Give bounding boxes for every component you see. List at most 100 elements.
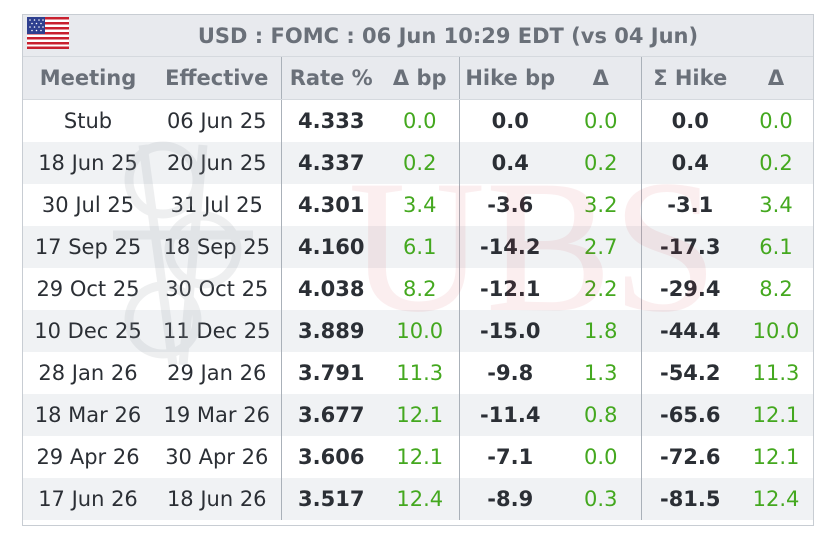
table-row[interactable]: 18 Jun 25 20 Jun 25 4.337 0.2 0.4 0.2 0.… [23,142,813,184]
window-title: USD : FOMC : 06 Jun 10:29 EDT (vs 04 Jun… [197,24,699,48]
table-row[interactable]: 28 Jan 26 29 Jan 26 3.791 11.3 -9.8 1.3 … [23,352,813,394]
cell-rate: 4.337 [280,142,381,184]
cell-effective: 19 Mar 26 [153,394,281,436]
cell-delta-bp: 6.1 [381,226,459,268]
cell-hike-delta: 0.0 [561,436,641,478]
cell-meeting: 10 Dec 25 [23,310,153,352]
cell-hike-delta: 1.3 [561,352,641,394]
cell-rate: 4.160 [280,226,381,268]
cell-effective: 06 Jun 25 [153,99,281,142]
cell-delta-bp: 12.1 [381,394,459,436]
cell-sum-hike: -3.1 [640,184,739,226]
cell-hike-delta: 0.8 [561,394,641,436]
cell-delta-bp: 12.1 [381,436,459,478]
cell-hike-bp: 0.0 [458,99,561,142]
cell-rate: 3.889 [280,310,381,352]
cell-sum-delta: 8.2 [739,268,813,310]
cell-sum-delta: 12.4 [739,478,813,520]
cell-hike-delta: 0.0 [561,99,641,142]
cell-delta-bp: 8.2 [381,268,459,310]
table-row[interactable]: Stub 06 Jun 25 4.333 0.0 0.0 0.0 0.0 0.0 [23,99,813,142]
cell-hike-bp: -12.1 [458,268,561,310]
cell-sum-hike: -81.5 [640,478,739,520]
cell-hike-delta: 1.8 [561,310,641,352]
cell-rate: 3.791 [280,352,381,394]
cell-hike-delta: 2.7 [561,226,641,268]
cell-delta-bp: 12.4 [381,478,459,520]
cell-meeting: 18 Mar 26 [23,394,153,436]
cell-sum-hike: -65.6 [640,394,739,436]
cell-sum-hike: -54.2 [640,352,739,394]
table-header-row: Meeting Effective Rate % Δ bp Hike bp Δ … [23,57,813,100]
table-row[interactable]: 18 Mar 26 19 Mar 26 3.677 12.1 -11.4 0.8… [23,394,813,436]
cell-sum-delta: 3.4 [739,184,813,226]
cell-delta-bp: 0.2 [381,142,459,184]
cell-meeting: 30 Jul 25 [23,184,153,226]
cell-meeting: 29 Apr 26 [23,436,153,478]
cell-hike-bp: -3.6 [458,184,561,226]
cell-hike-delta: 0.2 [561,142,641,184]
cell-meeting: 29 Oct 25 [23,268,153,310]
cell-hike-bp: -15.0 [458,310,561,352]
cell-meeting: 17 Sep 25 [23,226,153,268]
table-row[interactable]: 30 Jul 25 31 Jul 25 4.301 3.4 -3.6 3.2 -… [23,184,813,226]
title-bar: USD : FOMC : 06 Jun 10:29 EDT (vs 04 Jun… [23,15,813,57]
cell-hike-bp: -11.4 [458,394,561,436]
cell-hike-bp: -9.8 [458,352,561,394]
cell-hike-delta: 3.2 [561,184,641,226]
cell-delta-bp: 3.4 [381,184,459,226]
table-row[interactable]: 17 Sep 25 18 Sep 25 4.160 6.1 -14.2 2.7 … [23,226,813,268]
cell-hike-delta: 0.3 [561,478,641,520]
cell-effective: 20 Jun 25 [153,142,281,184]
cell-rate: 4.333 [280,99,381,142]
cell-hike-bp: -8.9 [458,478,561,520]
col-header-hike-delta[interactable]: Δ [561,57,641,100]
col-header-sum-hike[interactable]: Σ Hike [640,57,739,100]
col-header-delta-bp[interactable]: Δ bp [381,57,459,100]
cell-delta-bp: 11.3 [381,352,459,394]
col-header-meeting[interactable]: Meeting [23,57,153,100]
cell-sum-delta: 12.1 [739,394,813,436]
cell-sum-hike: 0.4 [640,142,739,184]
cell-meeting: 17 Jun 26 [23,478,153,520]
cell-meeting: 18 Jun 25 [23,142,153,184]
fomc-meetings-table: Meeting Effective Rate % Δ bp Hike bp Δ … [23,57,813,520]
cell-hike-bp: -7.1 [458,436,561,478]
cell-rate: 4.038 [280,268,381,310]
cell-meeting: Stub [23,99,153,142]
col-header-sum-delta[interactable]: Δ [739,57,813,100]
cell-sum-hike: -72.6 [640,436,739,478]
cell-hike-bp: 0.4 [458,142,561,184]
cell-effective: 31 Jul 25 [153,184,281,226]
cell-rate: 3.606 [280,436,381,478]
cell-sum-hike: -17.3 [640,226,739,268]
cell-effective: 30 Apr 26 [153,436,281,478]
us-flag-icon [27,17,69,49]
cell-sum-delta: 12.1 [739,436,813,478]
col-header-rate[interactable]: Rate % [280,57,381,100]
col-header-effective[interactable]: Effective [153,57,281,100]
cell-sum-delta: 6.1 [739,226,813,268]
cell-rate: 3.517 [280,478,381,520]
cell-rate: 3.677 [280,394,381,436]
cell-effective: 29 Jan 26 [153,352,281,394]
cell-sum-hike: -44.4 [640,310,739,352]
cell-sum-hike: -29.4 [640,268,739,310]
table-row[interactable]: 10 Dec 25 11 Dec 25 3.889 10.0 -15.0 1.8… [23,310,813,352]
cell-effective: 30 Oct 25 [153,268,281,310]
cell-effective: 18 Jun 26 [153,478,281,520]
cell-delta-bp: 0.0 [381,99,459,142]
cell-sum-delta: 11.3 [739,352,813,394]
col-header-hike-bp[interactable]: Hike bp [458,57,561,100]
fomc-pricing-panel: USD : FOMC : 06 Jun 10:29 EDT (vs 04 Jun… [22,14,814,526]
table-row[interactable]: 17 Jun 26 18 Jun 26 3.517 12.4 -8.9 0.3 … [23,478,813,520]
cell-sum-hike: 0.0 [640,99,739,142]
table-row[interactable]: 29 Oct 25 30 Oct 25 4.038 8.2 -12.1 2.2 … [23,268,813,310]
cell-effective: 11 Dec 25 [153,310,281,352]
cell-sum-delta: 0.0 [739,99,813,142]
cell-delta-bp: 10.0 [381,310,459,352]
cell-hike-delta: 2.2 [561,268,641,310]
cell-rate: 4.301 [280,184,381,226]
table-row[interactable]: 29 Apr 26 30 Apr 26 3.606 12.1 -7.1 0.0 … [23,436,813,478]
cell-meeting: 28 Jan 26 [23,352,153,394]
